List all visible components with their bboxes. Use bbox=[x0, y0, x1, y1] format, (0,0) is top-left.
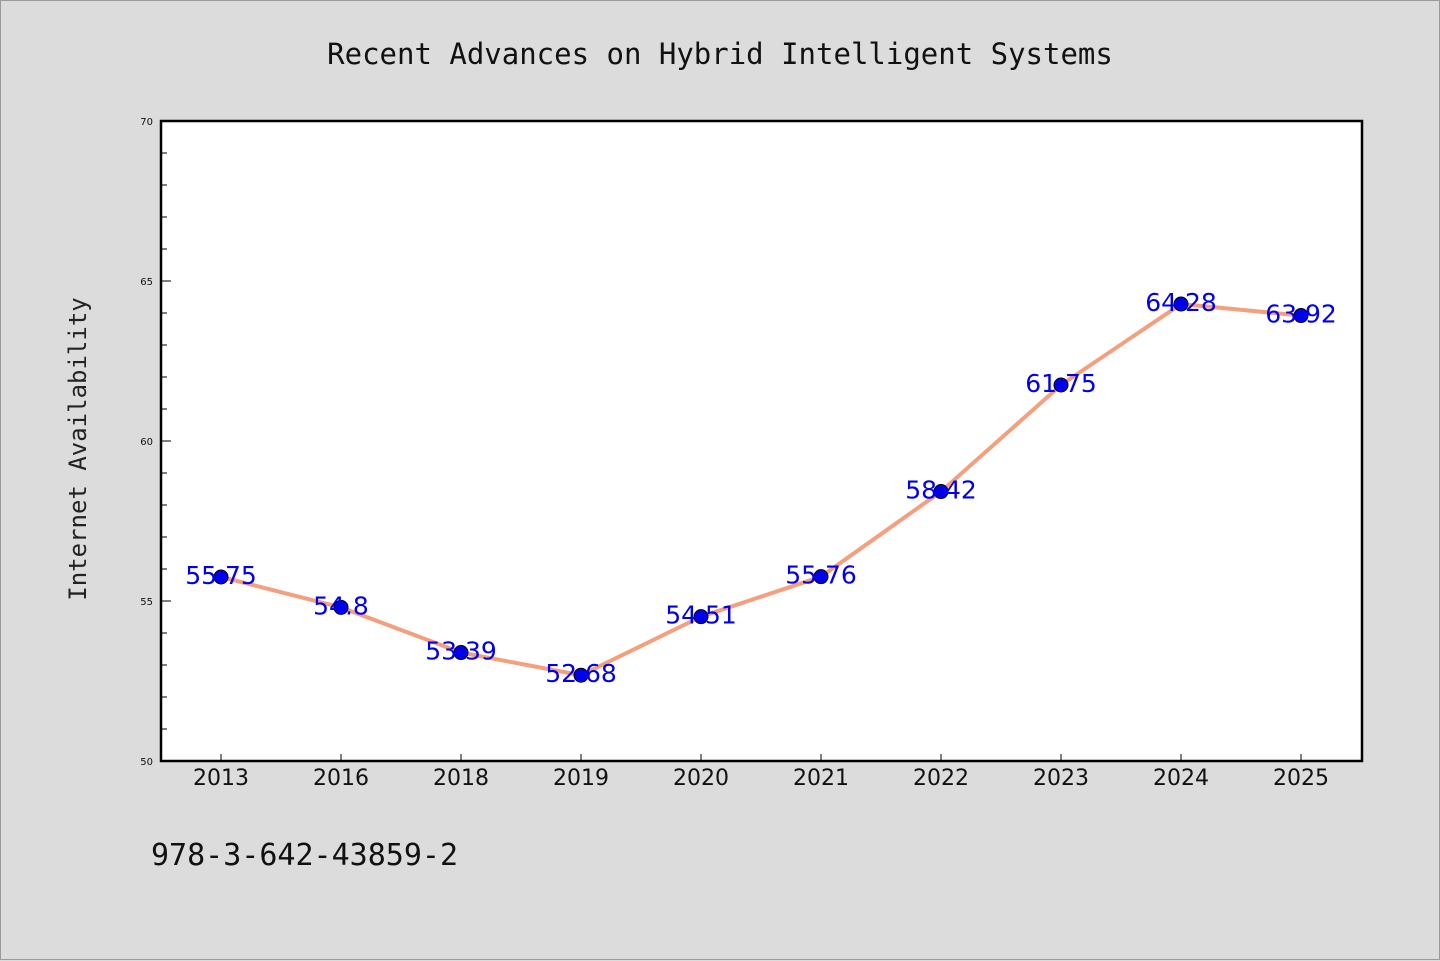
y-tick-label: 65 bbox=[140, 277, 153, 288]
data-label: 55.75 bbox=[185, 561, 257, 590]
data-label: 55.76 bbox=[785, 561, 857, 590]
data-label: 61.75 bbox=[1025, 369, 1097, 398]
x-axis: 2013 2016 2018 2019 2020 2021 2022 2023 2024 2025 bbox=[193, 754, 1329, 791]
data-point bbox=[693, 609, 709, 625]
plot-area bbox=[159, 119, 1364, 763]
x-tick-label: 2025 bbox=[1273, 766, 1329, 791]
data-point bbox=[1053, 377, 1069, 393]
x-tick-label: 2023 bbox=[1033, 766, 1089, 791]
data-label: 52.68 bbox=[545, 659, 617, 688]
data-point bbox=[213, 569, 229, 585]
x-tick-label: 2022 bbox=[913, 766, 969, 791]
series-line-group bbox=[213, 296, 1309, 683]
data-point bbox=[933, 484, 949, 500]
y-tick-label: 50 bbox=[140, 757, 153, 768]
x-tick-label: 2020 bbox=[673, 766, 729, 791]
x-tick-label: 2018 bbox=[433, 766, 489, 791]
data-point bbox=[813, 569, 829, 585]
data-label: 53.39 bbox=[425, 637, 497, 666]
y-tick-label: 60 bbox=[140, 437, 153, 448]
data-label: 58.42 bbox=[905, 476, 977, 505]
data-point bbox=[1293, 308, 1309, 324]
x-tick-label: 2016 bbox=[313, 766, 369, 791]
x-tick-label: 2019 bbox=[553, 766, 609, 791]
data-label: 64.28 bbox=[1145, 288, 1217, 317]
chart-title: Recent Advances on Hybrid Intelligent Sy… bbox=[327, 37, 1113, 71]
data-point bbox=[333, 599, 349, 615]
data-label: 54.8 bbox=[313, 591, 369, 620]
data-point bbox=[573, 667, 589, 683]
isbn-text: 978-3-642-43859-2 bbox=[151, 838, 458, 873]
x-tick-label: 2013 bbox=[193, 766, 249, 791]
data-point bbox=[1173, 296, 1189, 312]
data-label: 54.51 bbox=[665, 601, 737, 630]
data-label: 63.92 bbox=[1265, 300, 1337, 329]
series-line bbox=[219, 302, 1303, 678]
data-point bbox=[453, 645, 469, 661]
y-tick-label: 55 bbox=[140, 597, 153, 608]
x-tick-label: 2021 bbox=[793, 766, 849, 791]
data-labels-group: 55.75 54.8 53.39 52.68 54.51 55.76 58.42 61.75 6… bbox=[185, 288, 1337, 688]
y-axis-label: Internet Availability bbox=[64, 297, 92, 600]
y-tick-label: 70 bbox=[140, 117, 153, 128]
y-axis: 50 55 60 65 70 bbox=[140, 117, 171, 768]
x-tick-label: 2024 bbox=[1153, 766, 1209, 791]
